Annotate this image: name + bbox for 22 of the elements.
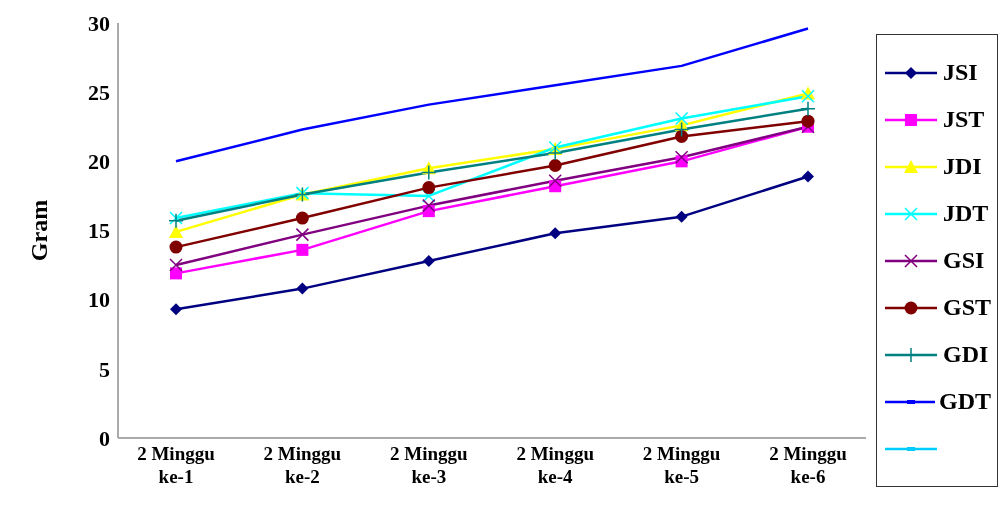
y-tick-label: 0 xyxy=(99,425,110,451)
legend-label: JST xyxy=(943,106,985,133)
x-tick-label: 2 Minggu ke-3 xyxy=(390,443,469,487)
legend-label: GDT xyxy=(938,388,991,415)
x-tick-label: 2 Minggu ke-4 xyxy=(516,443,595,487)
y-tick-label: 20 xyxy=(88,149,110,175)
legend-label: JDI xyxy=(943,153,982,180)
legend-label: GSI xyxy=(943,247,985,274)
x-tick-label: 2 Minggu ke-1 xyxy=(137,443,216,487)
y-tick-label: 30 xyxy=(88,10,110,36)
y-tick-label: 15 xyxy=(88,218,110,244)
y-tick-label: 5 xyxy=(99,356,110,382)
legend-label: JSI xyxy=(943,59,978,86)
y-tick-label: 10 xyxy=(88,287,110,313)
y-axis-title: Gram xyxy=(25,199,52,262)
x-tick-label: 2 Minggu ke-2 xyxy=(263,443,342,487)
y-tick-label: 25 xyxy=(88,79,110,105)
x-tick-label: 2 Minggu ke-6 xyxy=(769,443,848,487)
legend-label: GDI xyxy=(943,341,989,368)
legend-label: GST xyxy=(942,294,991,321)
legend-label: JDT xyxy=(943,200,989,227)
x-tick-label: 2 Minggu ke-5 xyxy=(642,443,721,487)
